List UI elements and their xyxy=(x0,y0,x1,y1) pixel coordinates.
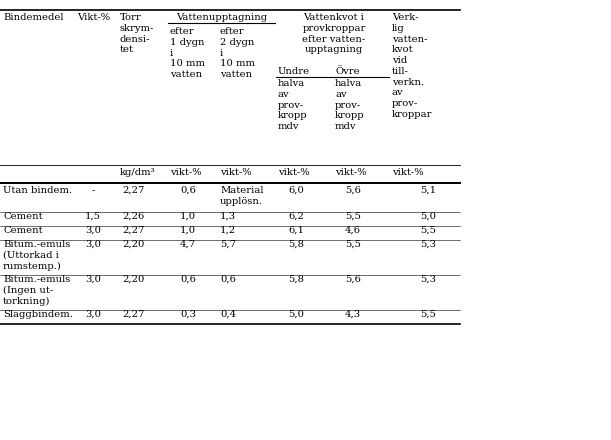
Text: 4,3: 4,3 xyxy=(345,310,361,319)
Text: Cement: Cement xyxy=(3,226,43,235)
Text: 5,1: 5,1 xyxy=(420,186,436,195)
Text: vikt-%: vikt-% xyxy=(278,168,310,177)
Text: 3,0: 3,0 xyxy=(85,240,101,249)
Text: Material
upplösn.: Material upplösn. xyxy=(220,186,263,206)
Text: 1,0: 1,0 xyxy=(180,226,196,235)
Text: 2,27: 2,27 xyxy=(122,226,144,235)
Text: 5,5: 5,5 xyxy=(345,240,361,249)
Text: Bitum.-emuls
(Uttorkad i
rumstemp.): Bitum.-emuls (Uttorkad i rumstemp.) xyxy=(3,240,70,271)
Text: 1,3: 1,3 xyxy=(220,212,236,221)
Text: 5,8: 5,8 xyxy=(288,275,304,284)
Text: 4,7: 4,7 xyxy=(180,240,196,249)
Text: 2,20: 2,20 xyxy=(122,240,144,249)
Text: Cement: Cement xyxy=(3,212,43,221)
Text: 1,0: 1,0 xyxy=(180,212,196,221)
Text: Bindemedel: Bindemedel xyxy=(3,13,64,22)
Text: 0,6: 0,6 xyxy=(180,186,196,195)
Text: 6,2: 6,2 xyxy=(288,212,304,221)
Text: kg/dm³: kg/dm³ xyxy=(120,168,156,177)
Text: Utan bindem.: Utan bindem. xyxy=(3,186,72,195)
Text: 2,20: 2,20 xyxy=(122,275,144,284)
Text: 6,0: 6,0 xyxy=(288,186,304,195)
Text: 5,0: 5,0 xyxy=(288,310,304,319)
Text: 0,6: 0,6 xyxy=(180,275,196,284)
Text: efter
1 dygn
i
10 mm
vatten: efter 1 dygn i 10 mm vatten xyxy=(170,27,205,79)
Text: Vattenkvot i
provkroppar
efter vatten-
upptagning: Vattenkvot i provkroppar efter vatten- u… xyxy=(302,13,366,54)
Text: 5,6: 5,6 xyxy=(345,275,361,284)
Text: 3,0: 3,0 xyxy=(85,310,101,319)
Text: 0,3: 0,3 xyxy=(180,310,196,319)
Text: 3,0: 3,0 xyxy=(85,226,101,235)
Text: -: - xyxy=(91,186,95,195)
Text: vikt-%: vikt-% xyxy=(392,168,423,177)
Text: 2,27: 2,27 xyxy=(122,186,144,195)
Text: Undre: Undre xyxy=(278,67,310,76)
Text: vikt-%: vikt-% xyxy=(170,168,202,177)
Text: Övre: Övre xyxy=(335,67,360,76)
Text: 5,7: 5,7 xyxy=(220,240,236,249)
Text: 5,0: 5,0 xyxy=(420,212,436,221)
Text: 6,1: 6,1 xyxy=(288,226,304,235)
Text: 0,6: 0,6 xyxy=(220,275,236,284)
Text: 2,27: 2,27 xyxy=(122,310,144,319)
Text: Bitum.-emuls
(Ingen ut-
torkning): Bitum.-emuls (Ingen ut- torkning) xyxy=(3,275,70,306)
Text: Verk-
lig
vatten-
kvot
vid
till-
verkn.
av
prov-
kroppar: Verk- lig vatten- kvot vid till- verkn. … xyxy=(392,13,433,119)
Text: 5,5: 5,5 xyxy=(345,212,361,221)
Text: 5,5: 5,5 xyxy=(420,310,436,319)
Text: 4,6: 4,6 xyxy=(345,226,361,235)
Text: 5,5: 5,5 xyxy=(420,226,436,235)
Text: Vattenupptagning: Vattenupptagning xyxy=(176,13,267,22)
Text: halva
av
prov-
kropp
mdv: halva av prov- kropp mdv xyxy=(335,79,365,131)
Text: 1,5: 1,5 xyxy=(85,212,101,221)
Text: vikt-%: vikt-% xyxy=(220,168,252,177)
Text: Vikt-%: Vikt-% xyxy=(77,13,110,22)
Text: 5,3: 5,3 xyxy=(420,275,436,284)
Text: 0,4: 0,4 xyxy=(220,310,236,319)
Text: efter
2 dygn
i
10 mm
vatten: efter 2 dygn i 10 mm vatten xyxy=(220,27,255,79)
Text: 5,6: 5,6 xyxy=(345,186,361,195)
Text: 5,3: 5,3 xyxy=(420,240,436,249)
Text: 3,0: 3,0 xyxy=(85,275,101,284)
Text: 5,8: 5,8 xyxy=(288,240,304,249)
Text: 2,26: 2,26 xyxy=(122,212,144,221)
Text: vikt-%: vikt-% xyxy=(335,168,367,177)
Text: Slaggbindem.: Slaggbindem. xyxy=(3,310,73,319)
Text: halva
av
prov-
kropp
mdv: halva av prov- kropp mdv xyxy=(278,79,307,131)
Text: 1,2: 1,2 xyxy=(220,226,236,235)
Text: Torr
skrym-
densi-
tet: Torr skrym- densi- tet xyxy=(120,13,155,54)
